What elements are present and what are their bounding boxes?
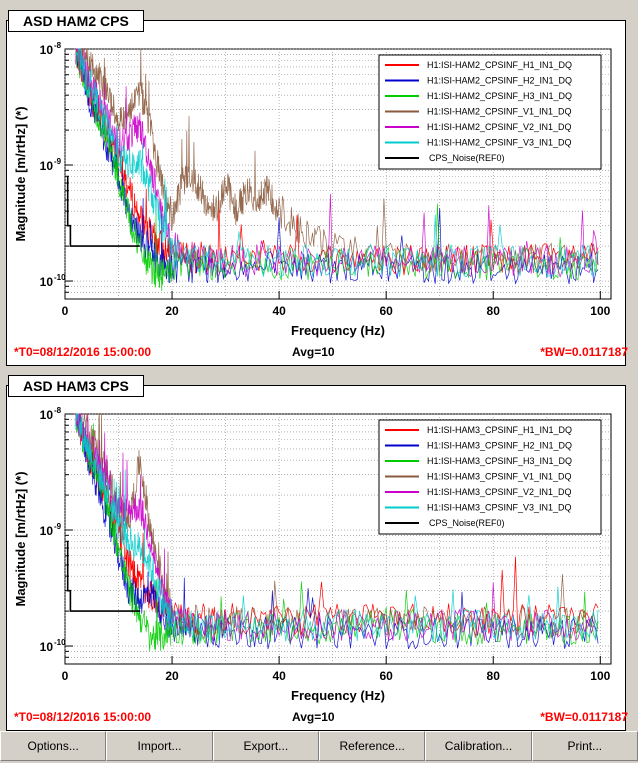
- x-tick-label: 80: [487, 669, 501, 683]
- x-axis-label: Frequency (Hz): [291, 688, 385, 703]
- legend-label: H1:ISI-HAM3_CPSINF_H1_IN1_DQ: [427, 425, 572, 435]
- x-tick-label: 40: [272, 304, 286, 318]
- x-tick-label: 20: [165, 304, 179, 318]
- x-tick-label: 0: [62, 304, 69, 318]
- series-line: [75, 47, 599, 275]
- y-tick-exponent: -9: [54, 522, 62, 531]
- legend-label: CPS_Noise(REF0): [429, 518, 505, 528]
- legend-label: H1:ISI-HAM3_CPSINF_V3_IN1_DQ: [427, 503, 572, 513]
- asd-ham2-panel: ASD HAM2 CPS 0 20 40 60 80 100 10 -10 10 -9 10 -8 Fr…: [0, 0, 638, 366]
- x-tick-label: 60: [379, 304, 393, 318]
- y-axis-label: Magnitude [m/rtHz] (*): [13, 471, 28, 606]
- y-axis-label: Magnitude [m/rtHz] (*): [13, 106, 28, 241]
- asd-ham3-panel: ASD HAM3 CPS 0 20 40 60 80 100 10 -10 10 -9 10 -8 Fr…: [0, 365, 638, 731]
- y-tick-label: 10: [40, 640, 54, 654]
- ref-noise-line: [66, 176, 140, 247]
- calibration-button[interactable]: Calibration...: [425, 731, 532, 761]
- x-tick-label: 20: [165, 669, 179, 683]
- legend-label: H1:ISI-HAM3_CPSINF_V2_IN1_DQ: [427, 487, 572, 497]
- y-tick-exponent: -10: [54, 273, 66, 282]
- plot-area[interactable]: 0 20 40 60 80 100 10 -10 10 -9 10 -8 Frequency (Hz) M…: [6, 385, 626, 731]
- avg-label: Avg=10: [292, 710, 335, 724]
- x-tick-label: 0: [62, 669, 69, 683]
- legend-box: [378, 419, 602, 535]
- x-tick-label: 60: [379, 669, 393, 683]
- ref-noise-line: [66, 541, 140, 612]
- panel-title[interactable]: ASD HAM2 CPS: [8, 10, 144, 32]
- x-axis-label: Frequency (Hz): [291, 323, 385, 338]
- legend-label: CPS_Noise(REF0): [429, 153, 505, 163]
- export-button[interactable]: Export...: [212, 731, 319, 761]
- legend-label: H1:ISI-HAM2_CPSINF_V2_IN1_DQ: [427, 122, 572, 132]
- legend-label: H1:ISI-HAM2_CPSINF_V3_IN1_DQ: [427, 138, 572, 148]
- options-button[interactable]: Options...: [0, 731, 107, 761]
- t0-label: *T0=08/12/2016 15:00:00: [14, 710, 152, 724]
- legend-label: H1:ISI-HAM3_CPSINF_V1_IN1_DQ: [427, 472, 572, 482]
- series-line: [75, 48, 599, 278]
- y-tick-exponent: -8: [54, 41, 62, 50]
- x-tick-label: 100: [590, 669, 610, 683]
- legend-label: H1:ISI-HAM2_CPSINF_H1_IN1_DQ: [427, 60, 572, 70]
- y-tick-label: 10: [40, 408, 54, 422]
- series-line: [75, 48, 599, 292]
- y-tick-exponent: -9: [54, 157, 62, 166]
- import-button[interactable]: Import...: [106, 731, 213, 761]
- y-tick-exponent: -10: [54, 638, 66, 647]
- plot-area[interactable]: 0 20 40 60 80 100 10 -10 10 -9 10 -8 Frequency (Hz) M…: [6, 20, 626, 366]
- t0-label: *T0=08/12/2016 15:00:00: [14, 345, 152, 359]
- legend-label: H1:ISI-HAM2_CPSINF_V1_IN1_DQ: [427, 107, 572, 117]
- legend-label: H1:ISI-HAM2_CPSINF_H3_IN1_DQ: [427, 91, 572, 101]
- legend-label: H1:ISI-HAM3_CPSINF_H3_IN1_DQ: [427, 456, 572, 466]
- y-tick-label: 10: [40, 159, 54, 173]
- bw-label: *BW=0.0117187: [540, 710, 628, 724]
- x-tick-label: 80: [487, 304, 501, 318]
- y-tick-exponent: -8: [54, 406, 62, 415]
- bw-label: *BW=0.0117187: [540, 345, 628, 359]
- panel-title[interactable]: ASD HAM3 CPS: [8, 375, 144, 397]
- legend-label: H1:ISI-HAM2_CPSINF_H2_IN1_DQ: [427, 76, 572, 86]
- x-tick-label: 100: [590, 304, 610, 318]
- legend-label: H1:ISI-HAM3_CPSINF_H2_IN1_DQ: [427, 441, 572, 451]
- print-button[interactable]: Print...: [531, 731, 638, 761]
- reference-button[interactable]: Reference...: [318, 731, 426, 761]
- y-tick-label: 10: [40, 524, 54, 538]
- series-line: [75, 413, 599, 642]
- button-bar: Options... Import... Export... Reference…: [0, 731, 638, 763]
- avg-label: Avg=10: [292, 345, 335, 359]
- y-tick-label: 10: [40, 43, 54, 57]
- x-tick-label: 40: [272, 669, 286, 683]
- y-tick-label: 10: [40, 275, 54, 289]
